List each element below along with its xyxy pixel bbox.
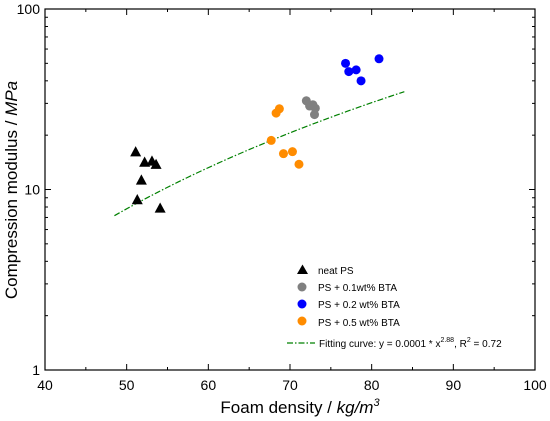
data-point-triangle [135,174,147,185]
y-tick-label: 100 [17,1,41,17]
fit-label-r2: , R [454,339,467,350]
legend-marker-ps-02 [297,299,307,309]
data-point-circle [374,54,384,64]
fit-layer [114,91,405,217]
legend-marker-ps-01 [297,282,307,292]
x-axis-ticks: 40 50 60 70 80 90 100 [37,9,547,393]
data-point-circle [341,58,351,68]
x-axis-label-unit-sup: 3 [373,397,380,409]
legend-label-ps-01: PS + 0.1wt% BTA [318,283,397,294]
data-point-circle [278,149,288,159]
legend-label-ps-02: PS + 0.2 wt% BTA [318,300,400,311]
data-point-circle [287,147,297,157]
fit-label-r2-exp: 2 [467,337,471,344]
y-axis-label-text: Compression modulus / [2,116,21,299]
x-axis-label: Foam density / kg/m3 [220,397,380,417]
legend-marker-neat-ps [297,264,308,274]
legend-marker-ps-05 [297,316,307,326]
data-point-circle [266,135,276,145]
x-tick-label: 40 [37,377,53,393]
y-tick-label: 10 [24,182,40,198]
data-point-circle [344,67,354,77]
x-tick-label: 50 [119,377,135,393]
x-tick-label: 80 [364,377,380,393]
y-tick-label: 1 [32,362,40,378]
legend-label-fit: Fitting curve: y = 0.0001 * x2.88, R2 = … [319,337,502,350]
x-axis-label-unit: kg/m [337,398,374,417]
y-axis-label: Compression modulus / MPa [2,81,21,299]
data-point-circle [294,159,304,169]
data-point-circle [351,65,361,75]
x-tick-label: 100 [523,377,547,393]
data-points [130,54,384,213]
x-tick-label: 60 [201,377,217,393]
data-point-triangle [130,146,142,157]
plot-area [44,8,536,371]
x-axis-label-text: Foam density / [220,398,336,417]
data-point-circle [310,103,320,113]
data-point-circle [356,76,366,86]
data-point-circle [274,104,284,114]
y-axis-ticks: 1 10 100 [17,1,535,378]
legend-label-neat-ps: neat PS [318,266,354,277]
fitting-curve [114,91,405,217]
legend-label-ps-05: PS + 0.5 wt% BTA [318,318,400,329]
fit-label-r2-value: = 0.72 [471,339,502,350]
x-tick-label: 90 [446,377,462,393]
legend: neat PS PS + 0.1wt% BTA PS + 0.2 wt% BTA… [287,264,502,350]
data-point-triangle [154,202,166,213]
data-point-triangle [131,194,143,205]
y-axis-label-unit: MPa [2,81,21,116]
fit-label-main: Fitting curve: y = 0.0001 * x [319,339,440,350]
fit-label-exponent: 2.88 [440,337,454,344]
x-tick-label: 70 [282,377,298,393]
data-point-triangle [150,158,162,169]
